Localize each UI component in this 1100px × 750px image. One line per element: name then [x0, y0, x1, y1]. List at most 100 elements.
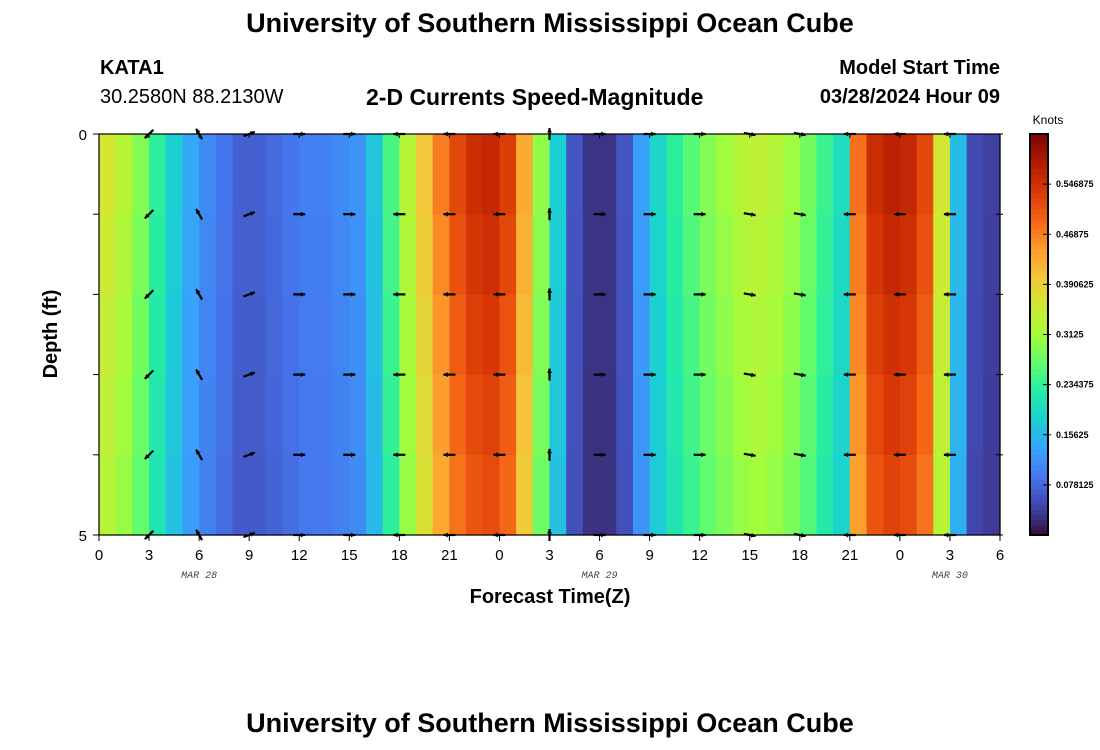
- heatmap-cell: [816, 374, 834, 456]
- current-vector: [343, 211, 356, 217]
- x-tick-label: 3: [145, 547, 153, 564]
- heatmap-cell: [966, 374, 984, 456]
- x-tick-label: 18: [791, 547, 808, 564]
- heatmap-cell: [649, 454, 667, 536]
- colorbar-tick-label: 0.390625: [1056, 279, 1094, 289]
- heatmap-cell: [799, 294, 818, 376]
- heatmap-cell: [916, 374, 934, 456]
- current-vector: [144, 369, 155, 380]
- heatmap-cell: [933, 214, 951, 295]
- heatmap-cell: [966, 214, 984, 295]
- heatmap-cell: [482, 134, 501, 215]
- heatmap-cell: [432, 294, 450, 376]
- colorbar-tick-label: 0.46875: [1056, 229, 1089, 239]
- colorbar-step: [1030, 334, 1048, 341]
- heatmap-cell: [566, 134, 584, 215]
- heatmap-cell: [99, 294, 117, 376]
- heatmap-cell: [983, 214, 1001, 295]
- heatmap-cell: [132, 454, 150, 536]
- current-vector: [293, 292, 306, 297]
- current-vector: [195, 208, 204, 220]
- heatmap-cell: [966, 134, 984, 215]
- heatmap-cell: [966, 454, 984, 536]
- heatmap-cell: [365, 454, 384, 536]
- heatmap-cell: [382, 454, 400, 536]
- colorbar-title: Knots: [1033, 113, 1064, 127]
- colorbar-step: [1030, 459, 1048, 466]
- heatmap-cell: [666, 294, 684, 376]
- current-vector: [443, 372, 456, 377]
- heatmap-cell: [749, 294, 768, 376]
- colorbar-step: [1030, 179, 1048, 185]
- heatmap-cell: [215, 214, 234, 295]
- heatmap-cell: [466, 134, 484, 215]
- current-vector: [144, 449, 155, 460]
- heatmap-cell: [582, 374, 601, 456]
- current-vector: [893, 292, 906, 297]
- colorbar-step: [1030, 374, 1048, 381]
- heatmap-cell: [849, 134, 868, 215]
- current-vector: [843, 292, 856, 297]
- heatmap-cell: [749, 374, 768, 456]
- current-vector: [144, 289, 155, 300]
- heatmap-cell: [816, 134, 834, 215]
- heatmap-cell: [883, 374, 901, 456]
- x-tick-label: 9: [245, 547, 253, 564]
- heatmap-cell: [799, 454, 818, 536]
- colorbar-step: [1030, 134, 1048, 140]
- heatmap-cell: [599, 294, 617, 376]
- colorbar-step: [1030, 239, 1048, 245]
- heatmap-cell: [632, 294, 651, 376]
- heatmap-cell: [949, 454, 968, 536]
- heatmap-cell: [682, 454, 701, 536]
- colorbar-step: [1030, 309, 1048, 316]
- heatmap-cell: [315, 134, 334, 215]
- heatmap-cell: [599, 454, 617, 536]
- colorbar-step: [1030, 504, 1048, 511]
- current-vector: [443, 292, 456, 297]
- heatmap-cell: [315, 214, 334, 295]
- current-vector: [843, 211, 856, 217]
- current-vector: [293, 372, 306, 377]
- heatmap-cell: [382, 214, 400, 295]
- x-tick-label: 3: [946, 547, 954, 564]
- current-vector: [547, 448, 552, 461]
- heatmap-cell: [532, 214, 551, 295]
- heatmap-cell: [182, 294, 200, 376]
- heatmap-cell: [482, 454, 501, 536]
- heatmap-cell: [199, 374, 217, 456]
- heatmap-cell: [149, 214, 167, 295]
- heatmap-cell: [299, 214, 317, 295]
- heatmap-cell: [566, 374, 584, 456]
- heatmap-cell: [332, 214, 350, 295]
- current-vector: [893, 372, 906, 377]
- heatmap-cell: [99, 454, 117, 536]
- x-tick-label: 3: [545, 547, 553, 564]
- heatmap-cell: [866, 214, 884, 295]
- current-vector: [547, 208, 552, 221]
- heatmap-cell: [883, 134, 901, 215]
- colorbar-step: [1030, 379, 1048, 386]
- heatmap-cell: [866, 134, 884, 215]
- heatmap-cell: [482, 294, 501, 376]
- heatmap-cell: [682, 214, 701, 295]
- current-vector: [493, 372, 506, 377]
- current-vector: [195, 288, 204, 301]
- plot-title: 2-D Currents Speed-Magnitude: [366, 84, 704, 110]
- model-start-label: Model Start Time: [839, 57, 1000, 79]
- heatmap-cell: [265, 294, 284, 376]
- current-vector: [643, 372, 656, 377]
- current-vector: [393, 211, 406, 217]
- current-vector: [393, 292, 406, 297]
- heatmap-cell: [516, 454, 534, 536]
- colorbar-step: [1030, 489, 1048, 496]
- x-tick-label: 0: [495, 547, 503, 564]
- current-vector: [443, 211, 456, 217]
- heatmap-cell: [933, 294, 951, 376]
- heatmap-cell: [449, 374, 467, 456]
- colorbar-step: [1030, 219, 1048, 225]
- heatmap-cell: [783, 294, 801, 376]
- heatmap-cell: [199, 454, 217, 536]
- colorbar-step: [1030, 414, 1048, 421]
- heatmap-cell: [499, 214, 517, 295]
